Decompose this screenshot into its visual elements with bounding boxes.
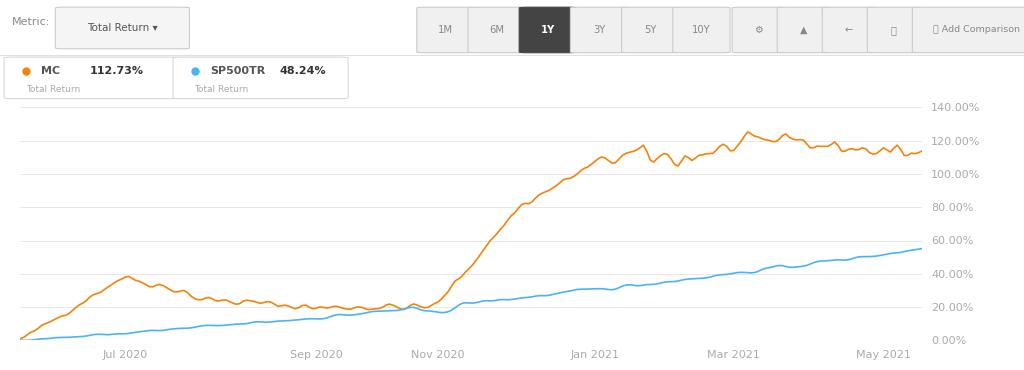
FancyBboxPatch shape: [519, 7, 577, 53]
Text: ←: ←: [845, 25, 853, 35]
FancyBboxPatch shape: [912, 7, 1024, 53]
FancyBboxPatch shape: [673, 7, 730, 53]
FancyBboxPatch shape: [777, 7, 830, 53]
Text: ▲: ▲: [800, 25, 808, 35]
Text: 🔒 Add Comparison: 🔒 Add Comparison: [934, 26, 1020, 34]
FancyBboxPatch shape: [468, 7, 525, 53]
Text: 10Y: 10Y: [692, 25, 711, 35]
FancyBboxPatch shape: [55, 7, 189, 49]
Text: 🔒: 🔒: [891, 25, 897, 35]
Text: 1M: 1M: [438, 25, 453, 35]
FancyBboxPatch shape: [4, 57, 179, 99]
FancyBboxPatch shape: [822, 7, 876, 53]
FancyBboxPatch shape: [732, 7, 785, 53]
Text: 1Y: 1Y: [541, 25, 555, 35]
Text: MC: MC: [41, 66, 60, 76]
FancyBboxPatch shape: [173, 57, 348, 99]
Text: ⚙: ⚙: [755, 25, 763, 35]
Text: Total Return: Total Return: [195, 85, 249, 94]
FancyBboxPatch shape: [417, 7, 474, 53]
Text: 48.24%: 48.24%: [280, 66, 327, 76]
FancyBboxPatch shape: [570, 7, 628, 53]
Text: Total Return: Total Return: [26, 85, 80, 94]
Text: 112.73%: 112.73%: [90, 66, 144, 76]
Text: Total Return ▾: Total Return ▾: [87, 23, 158, 33]
Text: 3Y: 3Y: [593, 25, 605, 35]
Text: Metric:: Metric:: [12, 17, 50, 27]
FancyBboxPatch shape: [867, 7, 921, 53]
Text: SP500TR: SP500TR: [210, 66, 265, 76]
FancyBboxPatch shape: [622, 7, 679, 53]
Text: 6M: 6M: [489, 25, 504, 35]
Text: 5Y: 5Y: [644, 25, 656, 35]
